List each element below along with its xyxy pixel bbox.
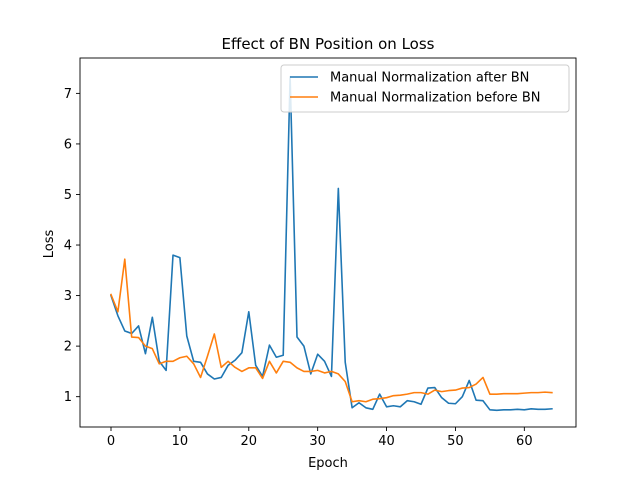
chart-title: Effect of BN Position on Loss: [222, 35, 435, 53]
legend: Manual Normalization after BN Manual Norm…: [280, 64, 570, 113]
x-axis-label: Epoch: [308, 456, 348, 471]
series-line-2: [109, 258, 553, 403]
x-tick-label: 40: [378, 434, 395, 449]
y-tick-label: 4: [64, 239, 72, 254]
y-tick-label: 5: [64, 188, 72, 203]
y-tick-label: 7: [64, 87, 72, 102]
x-tick-label: 60: [516, 434, 533, 449]
y-tick-label: 2: [64, 340, 72, 355]
series-line-1: [109, 75, 553, 412]
x-tick-label: 30: [309, 434, 326, 449]
legend-box: [280, 64, 570, 113]
legend-label-1: Manual Normalization after BN: [330, 71, 529, 86]
x-tick-label: 20: [241, 434, 258, 449]
plot-area: 0 10 20 30 40 50 60 1 2 3 4 5 6 7: [64, 57, 577, 449]
y-tick-label: 6: [64, 137, 72, 152]
x-tick-label: 10: [172, 434, 189, 449]
y-axis-label: Loss: [42, 230, 57, 259]
x-tick-label: 50: [447, 434, 464, 449]
axes-frame: [79, 57, 577, 428]
x-tick-label: 0: [107, 434, 115, 449]
y-tick-label: 1: [64, 390, 72, 405]
y-tick-label: 3: [64, 289, 72, 304]
legend-label-2: Manual Normalization before BN: [330, 91, 540, 106]
